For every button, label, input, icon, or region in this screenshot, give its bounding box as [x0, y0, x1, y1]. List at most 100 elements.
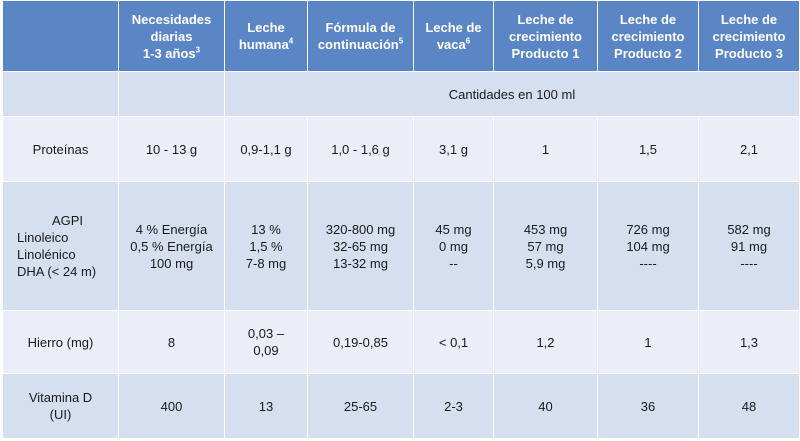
table-cell: 320-800 mg 32-65 mg 13-32 mg: [307, 181, 414, 311]
footnote-ref: 3: [195, 45, 201, 55]
row-label-line: Vitamina D: [28, 390, 93, 405]
header-text: Leche de: [720, 11, 778, 27]
subheader-empty-cell: [118, 71, 225, 117]
table-cell: 45 mg 0 mg --: [413, 181, 494, 311]
cell-line: 100 mg: [149, 255, 194, 271]
cell-line: 1,5 %: [249, 238, 283, 254]
header-leche-vaca: Leche de vaca6: [413, 0, 494, 72]
cell-line: 0 mg: [439, 238, 468, 254]
cell-line: 453 mg: [523, 221, 568, 237]
header-formula-continuacion: Fórmula de continuación5: [307, 0, 414, 72]
header-text: vaca: [436, 37, 466, 52]
table-row-hierro: Hierro (mg) 8 0,03 – 0,09 0,19-0,85 < 0,…: [2, 310, 800, 374]
table-cell: 1,5: [597, 116, 699, 182]
cell-line: 5,9 mg: [525, 255, 566, 271]
table-cell: 0,03 – 0,09: [224, 310, 308, 374]
header-text: Leche de: [619, 11, 677, 27]
cell-line: 0,03 –: [247, 326, 285, 341]
table-cell: 2,1: [698, 116, 800, 182]
table-cell: 2-3: [413, 373, 494, 439]
cell-line: --: [449, 255, 458, 271]
row-label: DHA (< 24 m): [17, 264, 97, 279]
row-label: Proteínas: [2, 116, 119, 182]
row-label: Hierro (mg): [2, 310, 119, 374]
cell-line: 45 mg: [435, 221, 472, 237]
table-row-vitamina-d: Vitamina D (UI) 400 13 25-65 2-3 40 36 4…: [2, 373, 800, 439]
table-cell: 726 mg 104 mg ----: [597, 181, 699, 311]
table-cell: 1,3: [698, 310, 800, 374]
table-cell: 400: [118, 373, 225, 439]
row-label: Linolénico: [17, 247, 76, 262]
header-producto-3: Leche de crecimiento Producto 3: [698, 0, 800, 72]
header-text: Leche de: [425, 20, 482, 35]
table-cell: 48: [698, 373, 800, 439]
header-empty-cell: [2, 0, 119, 72]
header-text: 1-3 años: [142, 45, 196, 61]
row-label: Linoleico: [17, 230, 69, 245]
cell-line: 57 mg: [527, 238, 564, 254]
footnote-ref: 4: [288, 36, 294, 46]
header-text: crecimiento: [509, 28, 582, 44]
header-text: crecimiento: [712, 28, 786, 44]
cell-line: 0,5 % Energía: [130, 238, 213, 254]
cell-line: 91 mg: [730, 238, 768, 254]
header-text: diarias: [150, 28, 193, 44]
cell-line: ----: [740, 255, 758, 271]
cell-line: 726 mg: [626, 221, 670, 237]
header-text: Leche: [247, 20, 285, 35]
subheader-row: Cantidades en 100 ml: [2, 71, 800, 117]
table-row-proteinas: Proteínas 10 - 13 g 0,9-1,1 g 1,0 - 1,6 …: [2, 116, 800, 182]
table-cell: 0,19-0,85: [307, 310, 414, 374]
table-cell: 25-65: [307, 373, 414, 439]
row-label: Vitamina D (UI): [2, 373, 119, 439]
header-text: Fórmula de: [325, 20, 396, 35]
row-label-line: (UI): [49, 407, 72, 422]
cell-line: 4 % Energía: [135, 221, 208, 237]
cell-line: 7-8 mg: [245, 255, 287, 271]
header-text: Necesidades: [131, 11, 212, 27]
subheader-cantidades: Cantidades en 100 ml: [224, 71, 800, 117]
table-cell: 582 mg 91 mg ----: [698, 181, 800, 311]
cell-line: 32-65 mg: [333, 238, 388, 254]
table-cell: 1,2: [493, 310, 598, 374]
table-cell: 1: [493, 116, 598, 182]
table-cell: 8: [118, 310, 225, 374]
header-text: humana: [238, 37, 289, 52]
subheader-empty-cell: [2, 71, 119, 117]
cell-line: ----: [639, 255, 657, 271]
cell-line: 13-32 mg: [333, 255, 388, 271]
row-label-agpi: AGPI Linoleico Linolénico DHA (< 24 m): [2, 181, 119, 311]
header-text: continuación: [317, 37, 399, 52]
header-necesidades: Necesidades diarias 1-3 años3: [118, 0, 225, 72]
header-text: crecimiento: [611, 28, 685, 44]
table-cell: 13: [224, 373, 308, 439]
header-leche-humana: Leche humana4: [224, 0, 308, 72]
table-cell: 3,1 g: [413, 116, 494, 182]
table-cell: 4 % Energía 0,5 % Energía 100 mg: [118, 181, 225, 311]
table-cell: 13 % 1,5 % 7-8 mg: [224, 181, 308, 311]
table-cell: 0,9-1,1 g: [224, 116, 308, 182]
cell-line: 582 mg: [727, 221, 771, 237]
table-cell: 453 mg 57 mg 5,9 mg: [493, 181, 598, 311]
cell-line: 104 mg: [626, 238, 670, 254]
table-cell: 36: [597, 373, 699, 439]
cell-line: 0,09: [253, 343, 279, 358]
header-producto-1: Leche de crecimiento Producto 1: [493, 0, 598, 72]
table-cell: 10 - 13 g: [118, 116, 225, 182]
cell-line: 13 %: [251, 221, 281, 237]
header-text: Producto 2: [614, 45, 682, 61]
header-text: Producto 1: [511, 45, 580, 61]
footnote-ref: 5: [398, 36, 404, 46]
table-header-row: Necesidades diarias 1-3 años3 Leche huma…: [2, 0, 800, 72]
table-cell: 40: [493, 373, 598, 439]
row-label: AGPI: [51, 213, 84, 228]
header-producto-2: Leche de crecimiento Producto 2: [597, 0, 699, 72]
table-cell: < 0,1: [413, 310, 494, 374]
footnote-ref: 6: [465, 36, 471, 46]
cell-line: 320-800 mg: [325, 221, 396, 237]
table-cell: 1,0 - 1,6 g: [307, 116, 414, 182]
header-text: Producto 3: [715, 45, 783, 61]
table-cell: 1: [597, 310, 699, 374]
